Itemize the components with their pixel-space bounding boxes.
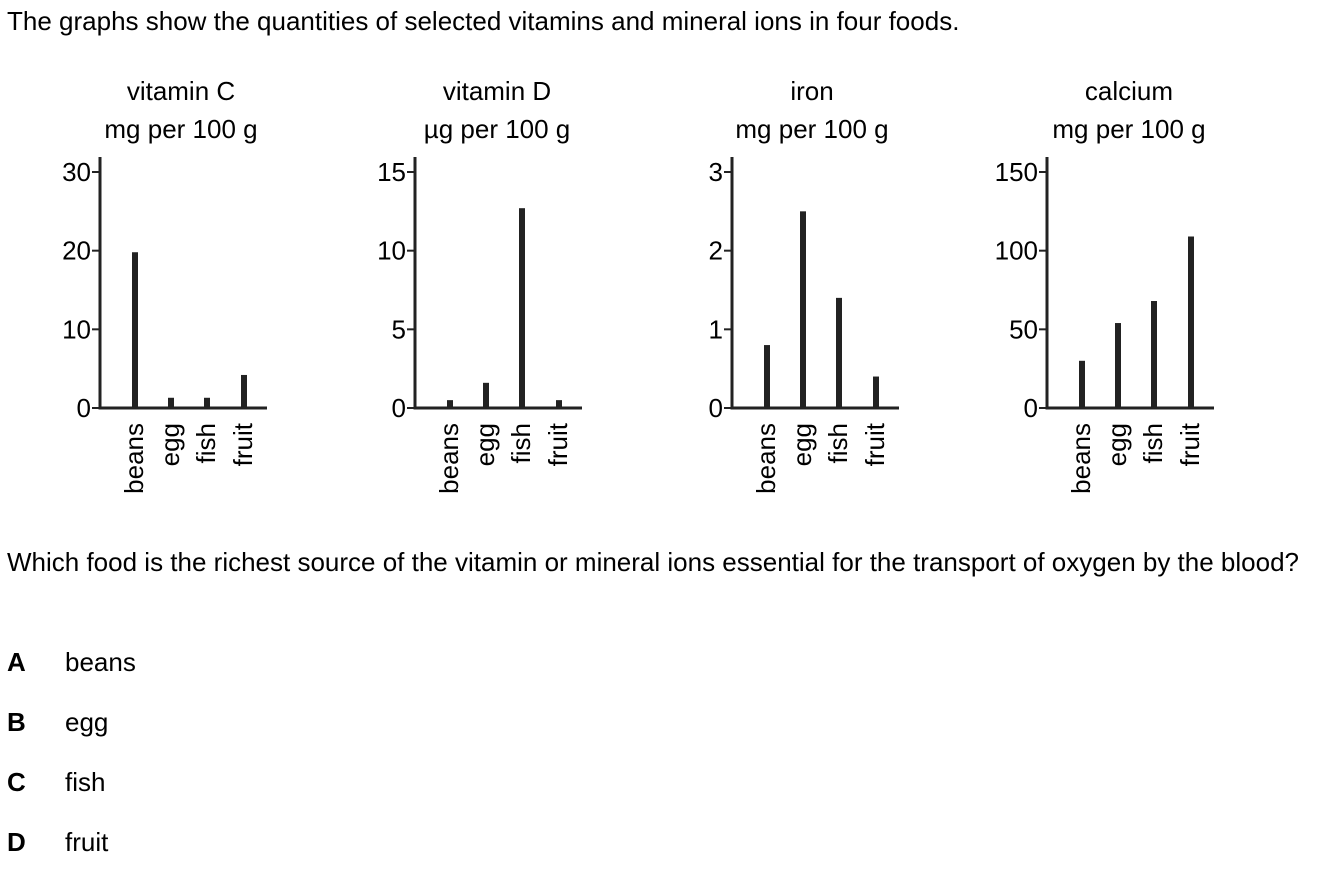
option-letter: A (7, 647, 26, 677)
category-label-fish: fish (191, 423, 221, 463)
y-tick-label: 2 (709, 236, 723, 266)
category-label-fish: fish (1138, 423, 1168, 463)
bar-fish (1151, 301, 1157, 408)
chart-vitamin-D: vitamin D µg per 100 g 0 5 10 15 beans egg fish f… (377, 76, 582, 494)
category-label-egg: egg (1102, 423, 1132, 466)
option-text: egg (65, 707, 109, 737)
chart-calcium: calcium mg per 100 g 0 50 100 150 beans egg fish… (995, 76, 1214, 494)
option-text: fish (65, 767, 106, 797)
option-c[interactable]: C fish (7, 763, 607, 823)
option-a[interactable]: A beans (7, 643, 607, 703)
y-tick-label: 50 (1009, 314, 1038, 344)
category-label-egg: egg (787, 423, 817, 466)
bar-beans (764, 345, 770, 408)
question-text: Which food is the richest source of the … (7, 547, 1300, 577)
category-label-egg: egg (470, 423, 500, 466)
bar-egg (168, 397, 174, 408)
chart-title: vitamin C (127, 76, 235, 106)
category-label-beans: beans (751, 423, 781, 494)
bar-fish (519, 208, 525, 408)
option-letter: D (7, 827, 26, 857)
bar-beans (132, 252, 138, 408)
category-label-beans: beans (1066, 423, 1096, 494)
bar-beans (447, 400, 453, 408)
bar-fruit (873, 376, 879, 408)
category-label-beans: beans (434, 423, 464, 494)
bar-fish (836, 297, 842, 408)
bar-fruit (1188, 236, 1194, 408)
intro-text: The graphs show the quantities of select… (7, 6, 960, 36)
y-tick-label: 20 (62, 236, 91, 266)
y-tick-label: 5 (392, 314, 406, 344)
bar-beans (1079, 360, 1085, 408)
category-label-fruit: fruit (860, 422, 890, 466)
chart-title: vitamin D (443, 76, 551, 106)
chart-unit-label: mg per 100 g (1052, 114, 1205, 144)
y-tick-label: 30 (62, 157, 91, 187)
bar-fish (204, 397, 210, 408)
y-tick-label: 3 (709, 157, 723, 187)
bar-fruit (241, 374, 247, 408)
y-tick-label: 10 (377, 236, 406, 266)
option-text: beans (65, 647, 136, 677)
option-b[interactable]: B egg (7, 703, 607, 763)
chart-unit-label: mg per 100 g (104, 114, 257, 144)
chart-iron: iron mg per 100 g 0 1 2 3 beans egg fish fruit (709, 76, 899, 494)
option-d[interactable]: D fruit (7, 823, 607, 883)
chart-unit-label: µg per 100 g (424, 114, 571, 144)
bar-egg (1115, 323, 1121, 408)
option-letter: B (7, 707, 26, 737)
y-tick-label: 15 (377, 157, 406, 187)
bar-egg (800, 211, 806, 408)
y-tick-label: 0 (77, 393, 91, 423)
y-tick-label: 0 (392, 393, 406, 423)
category-label-egg: egg (155, 423, 185, 466)
option-letter: C (7, 767, 26, 797)
category-label-fish: fish (823, 423, 853, 463)
option-text: fruit (65, 827, 109, 857)
y-tick-label: 0 (1024, 393, 1038, 423)
chart-unit-label: mg per 100 g (735, 114, 888, 144)
y-tick-label: 100 (995, 236, 1038, 266)
y-tick-label: 1 (709, 314, 723, 344)
category-label-fish: fish (506, 423, 536, 463)
category-label-fruit: fruit (543, 422, 573, 466)
bar-egg (483, 382, 489, 408)
category-label-beans: beans (119, 423, 149, 494)
y-tick-label: 10 (62, 314, 91, 344)
chart-title: iron (790, 76, 833, 106)
bar-fruit (556, 400, 562, 408)
y-tick-label: 0 (709, 393, 723, 423)
y-tick-label: 150 (995, 157, 1038, 187)
category-label-fruit: fruit (228, 422, 258, 466)
category-label-fruit: fruit (1175, 422, 1205, 466)
chart-vitamin-C: vitamin C mg per 100 g 0 10 20 30 beans egg fish… (62, 76, 267, 494)
chart-title: calcium (1085, 76, 1173, 106)
answer-options: A beans B egg C fish D fruit (7, 643, 607, 883)
